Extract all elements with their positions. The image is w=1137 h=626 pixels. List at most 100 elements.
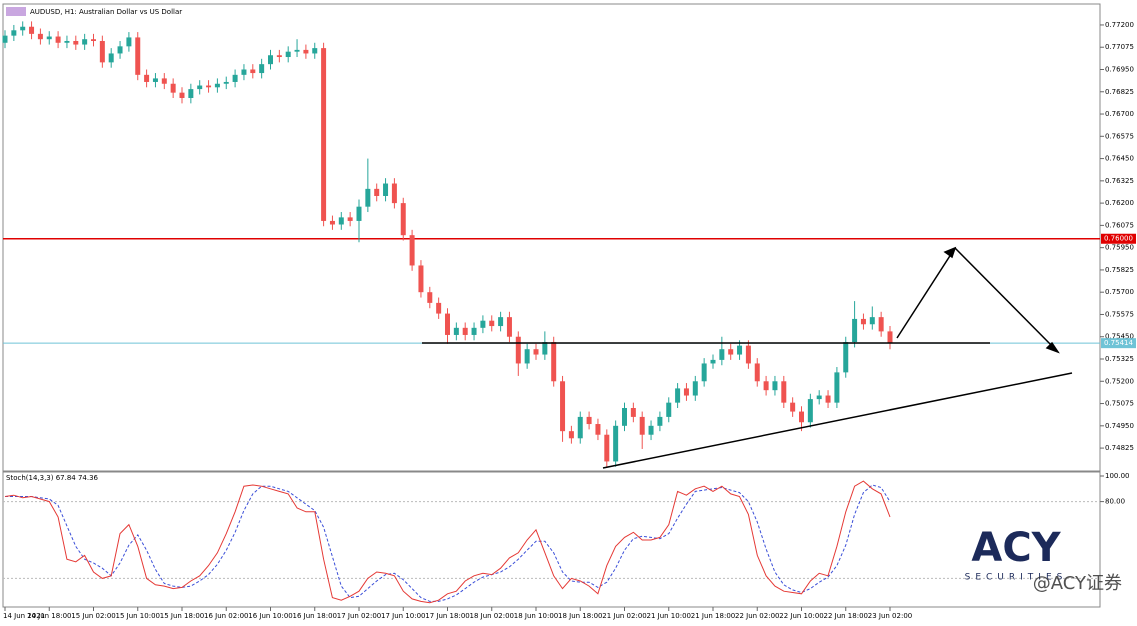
candle-body xyxy=(259,64,265,74)
candle-body xyxy=(790,402,796,412)
candle-body xyxy=(878,317,884,332)
candle-body xyxy=(338,217,344,225)
candle-body xyxy=(108,53,114,63)
y-tick-label: 0.75575 xyxy=(1105,310,1134,318)
candle-body xyxy=(152,78,158,82)
candle-body xyxy=(586,416,592,425)
candle-body xyxy=(710,359,716,364)
x-tick-label: 16 Jun 10:00 xyxy=(248,612,292,620)
x-tick-label: 15 Jun 02:00 xyxy=(71,612,115,620)
x-tick-label: 14 Jun 18:00 xyxy=(27,612,71,620)
candle-body xyxy=(347,217,353,221)
candle-body xyxy=(560,381,566,432)
candle-body xyxy=(489,320,495,327)
x-tick-label: 15 Jun 18:00 xyxy=(160,612,204,620)
candle-body xyxy=(418,265,424,293)
candle-body xyxy=(99,40,105,63)
price-tag-label: 0.75414 xyxy=(1104,339,1133,347)
candle-body xyxy=(214,83,220,88)
y-tick-label: 0.76950 xyxy=(1105,65,1134,73)
watermark: @ACY证券 xyxy=(1033,573,1122,594)
candle-body xyxy=(471,327,477,335)
candle-body xyxy=(312,48,318,54)
candle-body xyxy=(807,399,813,423)
marks: 0.77200 0.77075 0.76950 0.76825 0.76700 0.765… xyxy=(2,21,1136,620)
y-tick-label: 0.76450 xyxy=(1105,155,1134,163)
arrowhead xyxy=(943,246,957,259)
candle-body xyxy=(445,313,450,335)
candle-body xyxy=(719,349,725,360)
y-tick-label: 0.75075 xyxy=(1105,400,1134,408)
candle-body xyxy=(524,349,530,364)
candle-body xyxy=(188,89,194,98)
candle-body xyxy=(303,49,309,54)
candle-body xyxy=(20,26,26,31)
stoch-line xyxy=(5,484,891,602)
candle-body xyxy=(453,327,459,335)
candle-body xyxy=(268,55,273,65)
indicator-title: Stoch(14,3,3) 67.84 74.36 xyxy=(6,474,99,482)
candle-body xyxy=(604,434,610,462)
candle-body xyxy=(409,235,415,266)
y-tick-label: 0.76575 xyxy=(1105,132,1134,140)
candle-body xyxy=(657,416,663,426)
x-tick-label: 16 Jun 02:00 xyxy=(204,612,248,620)
candle-body xyxy=(728,349,734,355)
symbol-icon xyxy=(6,7,26,16)
x-tick-label: 17 Jun 10:00 xyxy=(381,612,425,620)
candle-body xyxy=(781,381,787,403)
candle-body xyxy=(383,183,389,196)
candle-body xyxy=(11,30,17,36)
candle-body xyxy=(29,26,35,34)
candle-body xyxy=(223,81,229,84)
candle-body xyxy=(462,327,468,335)
candle-body xyxy=(630,408,636,417)
y-tick-label: 0.76200 xyxy=(1105,199,1134,207)
x-tick-label: 18 Jun 02:00 xyxy=(470,612,514,620)
candle-body xyxy=(37,33,43,40)
candle-body xyxy=(2,35,8,43)
x-tick-label: 14 Jun 2021 xyxy=(3,612,45,620)
y-tick-label: 0.76075 xyxy=(1105,221,1134,229)
candle-body xyxy=(365,188,371,207)
x-tick-label: 23 Jun 02:00 xyxy=(868,612,912,620)
y-tick-label: 0.76825 xyxy=(1105,88,1134,96)
y-tick-label: 0.76325 xyxy=(1105,177,1134,185)
logo-subtitle: SECURITIES xyxy=(965,573,1068,583)
candle-body xyxy=(241,69,247,75)
candle-body xyxy=(887,331,893,344)
candle-body xyxy=(374,188,380,196)
candle-body xyxy=(91,39,96,41)
candle-body xyxy=(816,395,822,400)
logo: ACY xyxy=(971,525,1061,571)
candle-body xyxy=(754,363,760,382)
main-panel xyxy=(2,3,1101,472)
candle-body xyxy=(206,85,212,88)
candle-body xyxy=(498,317,504,327)
candle-body xyxy=(427,292,433,303)
candle-body xyxy=(701,363,707,382)
candle-body xyxy=(135,37,141,75)
candle-body xyxy=(117,46,123,54)
candle-body xyxy=(46,36,52,40)
y-tick-label: 0.75450 xyxy=(1105,333,1134,341)
candle-body xyxy=(329,220,335,225)
candle-body xyxy=(834,372,840,403)
candle-body xyxy=(613,425,619,462)
price-tag xyxy=(1101,233,1136,244)
candle-body xyxy=(506,317,512,337)
y-tick-label: 0.75950 xyxy=(1105,244,1134,252)
candle-body xyxy=(294,49,300,52)
candle-body xyxy=(860,318,866,325)
candle-body xyxy=(55,36,61,43)
candle-body xyxy=(436,302,442,314)
candle-body xyxy=(683,388,689,396)
x-tick-label: 17 Jun 02:00 xyxy=(337,612,381,620)
candle-body xyxy=(276,55,282,58)
candle-body xyxy=(73,40,79,45)
candle-body xyxy=(825,395,831,403)
x-tick-label: 22 Jun 18:00 xyxy=(824,612,868,620)
y-tick-label: 0.77075 xyxy=(1105,43,1134,51)
arrow-down xyxy=(954,247,1059,353)
